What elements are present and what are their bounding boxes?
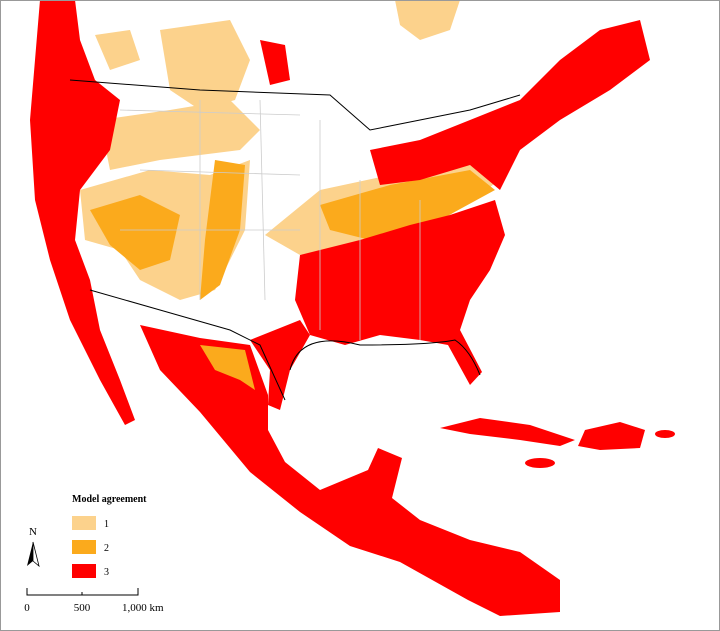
- island: [525, 458, 555, 468]
- region: [200, 345, 255, 390]
- region: [320, 170, 495, 240]
- map-shapes: [30, 0, 675, 616]
- region: [30, 0, 135, 425]
- legend-title: Model agreement: [72, 494, 147, 505]
- scale-line: [26, 588, 139, 596]
- region: [100, 100, 260, 170]
- scale-bar: 0 500 1,000 km: [24, 588, 164, 614]
- arrow: [32, 541, 40, 568]
- arrow: [27, 542, 33, 566]
- border: [69, 79, 521, 131]
- coastline: [289, 339, 481, 376]
- region: [90, 195, 180, 270]
- region: [295, 200, 505, 385]
- scale-label: 1,000 km: [122, 602, 164, 614]
- region: [250, 320, 310, 410]
- border: [89, 289, 286, 401]
- island: [578, 422, 645, 450]
- scale-label: 0: [24, 602, 30, 614]
- region: [260, 40, 290, 85]
- legend-swatch: [72, 564, 96, 578]
- island: [655, 430, 675, 438]
- island: [440, 418, 575, 446]
- region: [140, 325, 560, 616]
- region: [95, 30, 140, 70]
- scale-label: 500: [74, 602, 91, 614]
- north-arrow: N: [27, 526, 40, 568]
- north-label: N: [29, 526, 37, 538]
- region: [370, 20, 650, 190]
- region: [160, 20, 250, 110]
- legend: Model agreement 1 2 3: [72, 494, 147, 578]
- legend-label: 2: [104, 543, 109, 554]
- legend-swatch: [72, 540, 96, 554]
- legend-label: 1: [104, 519, 109, 530]
- legend-label: 3: [104, 567, 109, 578]
- state-lines: [119, 99, 421, 340]
- legend-swatch: [72, 516, 96, 530]
- region: [395, 0, 460, 40]
